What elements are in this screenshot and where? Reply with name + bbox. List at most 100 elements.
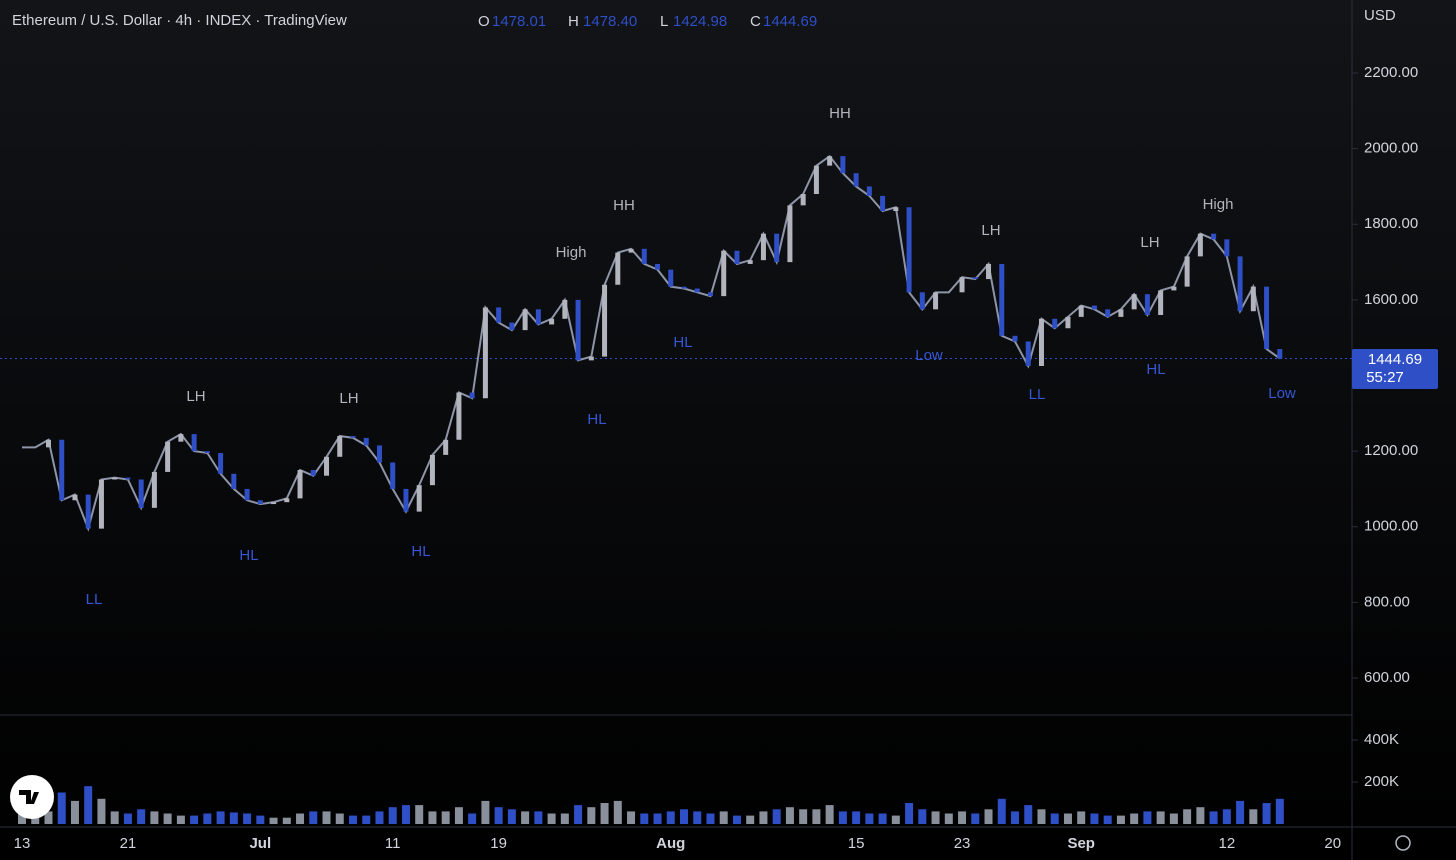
high-value: 1478.40 xyxy=(583,13,637,30)
x-tick-label: 20 xyxy=(1324,835,1341,852)
o-label: O xyxy=(478,13,490,30)
volume-bar xyxy=(468,813,477,824)
volume-bar xyxy=(1262,803,1271,824)
x-tick-label: 13 xyxy=(14,835,31,852)
currency[interactable]: USD xyxy=(1364,7,1396,24)
volume-bar xyxy=(1156,811,1165,824)
x-tick-label: 11 xyxy=(385,835,401,852)
volume-bar xyxy=(137,809,146,824)
volume-bar xyxy=(799,809,808,824)
volume-bar xyxy=(1090,813,1099,824)
volume-bar xyxy=(282,817,291,824)
y-tick-label: 1000.00 xyxy=(1364,518,1418,535)
x-tick-label: 19 xyxy=(490,835,507,852)
volume-bar xyxy=(229,812,238,824)
volume-bar xyxy=(1011,811,1019,824)
volume-bar xyxy=(441,811,450,824)
volume-bar xyxy=(560,813,569,824)
volume-bar xyxy=(746,815,755,824)
pattern-label: LH xyxy=(186,388,205,405)
price-tag-price: 1444.69 xyxy=(1368,351,1422,368)
plot: 600.00 800.00 1000.00 1200.00 1600.00 1800.00… xyxy=(0,64,1418,852)
y-tick-label: 800.00 xyxy=(1364,593,1410,610)
volume-bar xyxy=(203,813,212,824)
volume-bar xyxy=(680,809,688,824)
tradingview-logo[interactable] xyxy=(10,775,54,819)
volume-bar xyxy=(878,813,887,824)
volume-bar xyxy=(44,811,53,824)
volume-bar xyxy=(944,813,953,824)
volume-bar xyxy=(335,813,344,824)
volume-bar xyxy=(309,811,318,824)
pattern-label: HL xyxy=(411,543,430,560)
volume-bar xyxy=(958,811,967,824)
volume-bar xyxy=(1249,809,1258,824)
volume-bar xyxy=(1275,798,1284,824)
volume-bar xyxy=(1037,809,1046,824)
volume-bar xyxy=(613,800,622,824)
volume-bar xyxy=(1209,811,1218,824)
volume-bar xyxy=(110,811,119,824)
y-tick-label: 1800.00 xyxy=(1364,215,1418,232)
volume-bar xyxy=(600,803,609,824)
symbol-title: Ethereum / U.S. Dollar · 4h · INDEX · Tr… xyxy=(12,12,347,29)
pattern-label: LH xyxy=(339,390,358,407)
volume-bar xyxy=(838,811,847,824)
pattern-label: LL xyxy=(86,591,103,608)
open-value: 1478.01 xyxy=(492,13,546,30)
volume-tick-label: 400K xyxy=(1364,731,1399,748)
x-tick-label: 23 xyxy=(954,835,971,852)
volume-bar xyxy=(243,813,252,824)
volume-bar xyxy=(1116,815,1125,824)
volume-bar xyxy=(322,811,331,824)
x-tick-label: Jul xyxy=(249,835,271,852)
volume-bar xyxy=(706,813,715,824)
h-label: H xyxy=(568,13,579,30)
volume-bar xyxy=(1103,815,1112,824)
volume-bar xyxy=(269,817,278,824)
volume-bar xyxy=(123,813,132,824)
volume-bar xyxy=(905,803,914,824)
pattern-label: LH xyxy=(981,222,1000,239)
pattern-label: LH xyxy=(1140,234,1159,251)
pattern-label: HH xyxy=(829,105,851,122)
pattern-label: High xyxy=(1203,196,1234,213)
volume-bar xyxy=(1183,809,1192,824)
volume-bar xyxy=(428,811,437,824)
volume-bar xyxy=(984,809,993,824)
volume-bar xyxy=(719,811,728,824)
volume-bar xyxy=(1077,811,1086,824)
volume-bar xyxy=(176,815,185,824)
settings-icon[interactable] xyxy=(1395,835,1411,851)
volume-bar xyxy=(507,809,516,824)
volume-bar xyxy=(521,811,530,824)
volume-bar xyxy=(732,815,741,824)
volume-bar xyxy=(1196,807,1205,824)
volume-bar xyxy=(825,805,834,824)
x-tick-label: Aug xyxy=(656,835,685,852)
volume-bar xyxy=(653,813,662,824)
volume-bar xyxy=(216,811,225,824)
volume-bar xyxy=(759,811,768,824)
volume-bar xyxy=(1024,805,1033,824)
volume-bar xyxy=(772,809,781,824)
volume-bar xyxy=(547,813,556,824)
volume-bar xyxy=(84,786,93,824)
volume-bar xyxy=(693,811,702,824)
low-value: 1424.98 xyxy=(673,13,727,30)
pattern-label: HL xyxy=(673,334,692,351)
y-tick-label: 2000.00 xyxy=(1364,140,1418,157)
volume-tick-label: 200K xyxy=(1364,773,1399,790)
volume-bar xyxy=(190,815,199,824)
volume-bar xyxy=(401,805,410,824)
volume-bar xyxy=(494,807,503,824)
volume-bar xyxy=(587,807,596,824)
volume-bar xyxy=(375,811,384,824)
volume-bar xyxy=(256,815,265,824)
x-tick-label: Sep xyxy=(1067,835,1095,852)
volume-bar xyxy=(918,809,927,824)
y-tick-label: 1200.00 xyxy=(1364,442,1418,459)
volume-bar xyxy=(296,813,305,824)
